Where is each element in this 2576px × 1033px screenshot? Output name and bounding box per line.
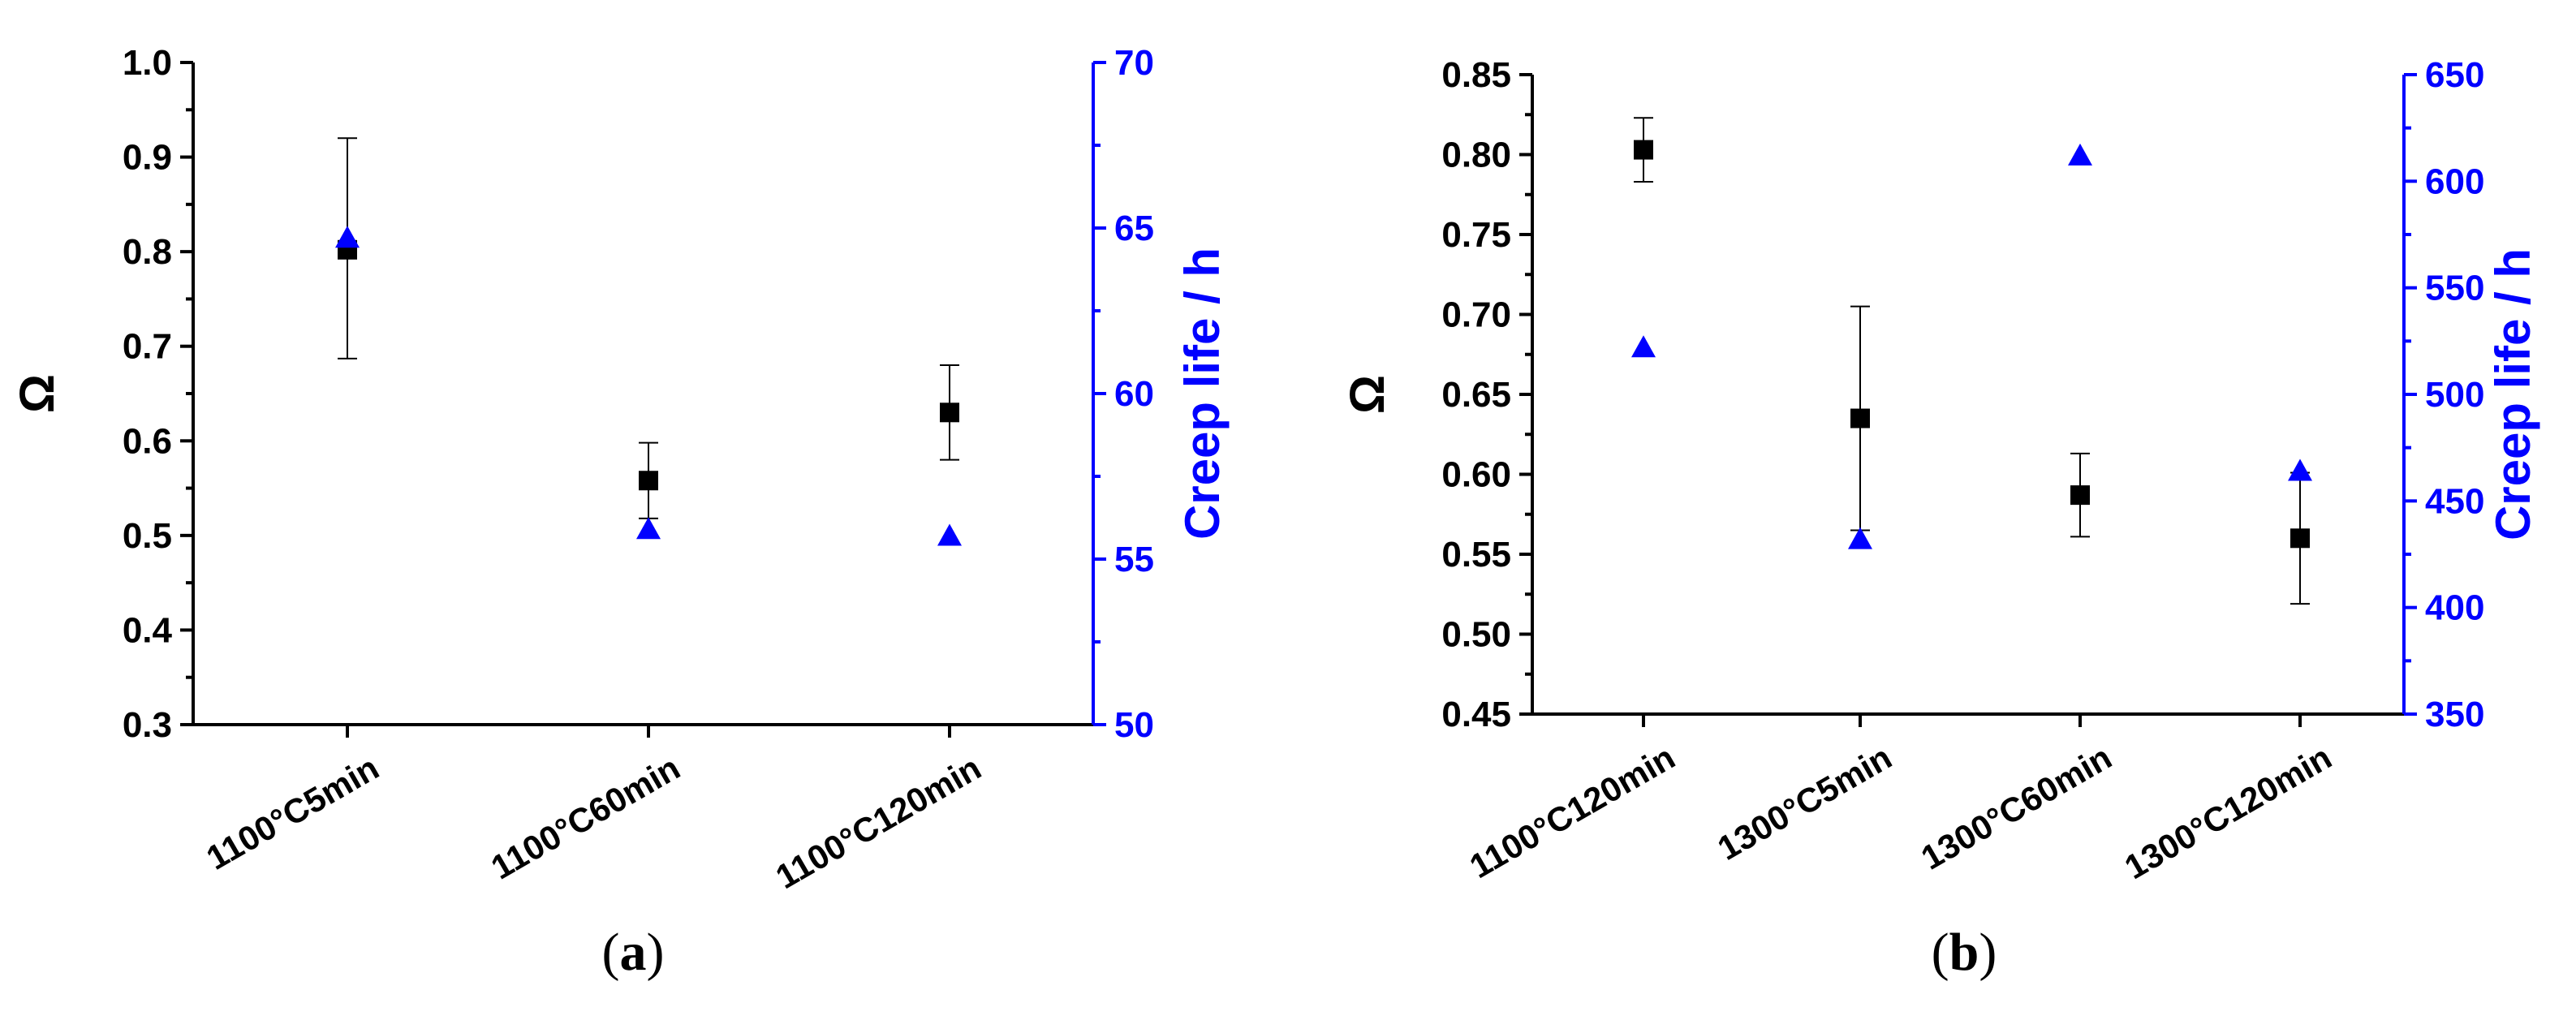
right-tick-label: 55 xyxy=(1114,540,1154,579)
omega-point xyxy=(639,471,658,491)
panel-a-chart: 0.3 0.4 0.5 0.6 0.7 0.8 0.9 1.0 1100°C5min 1100°C… xyxy=(10,43,1230,982)
right-axis-title: Creep life / h xyxy=(1175,247,1230,540)
omega-point xyxy=(2070,485,2090,506)
left-tick-label: 0.70 xyxy=(1441,295,1511,335)
caption-open-paren: ( xyxy=(602,923,620,982)
left-axis-title: Ω xyxy=(10,374,64,413)
left-tick-label: 0.8 xyxy=(123,232,172,272)
x-tick-label: 1300°C120min xyxy=(2118,738,2338,886)
creep-life-point xyxy=(1848,527,1872,549)
right-tick-label: 550 xyxy=(2425,269,2484,308)
omega-point xyxy=(1634,140,1653,160)
x-tick-label: 1300°C60min xyxy=(1915,738,2117,877)
omega-point xyxy=(2290,528,2310,549)
creep-life-point xyxy=(2068,143,2092,166)
caption-open-paren: ( xyxy=(1932,923,1949,982)
x-tick-label: 1100°C60min xyxy=(485,748,686,887)
creep-life-point xyxy=(335,226,360,248)
right-tick-label: 65 xyxy=(1114,209,1154,248)
omega-point xyxy=(1850,408,1870,428)
panel-caption: (b) xyxy=(1932,923,1997,982)
right-tick-label: 650 xyxy=(2425,55,2484,95)
left-tick-label: 0.4 xyxy=(123,610,173,650)
creep-life-point xyxy=(1631,335,1656,358)
left-tick-label: 0.7 xyxy=(123,327,172,367)
left-tick-label: 0.85 xyxy=(1441,55,1511,95)
x-tick-label: 1300°C5min xyxy=(1711,738,1898,867)
left-tick-label: 0.65 xyxy=(1441,375,1511,415)
caption-letter: a xyxy=(620,923,647,982)
left-tick-label: 0.60 xyxy=(1441,455,1511,495)
left-tick-label: 0.3 xyxy=(123,705,172,745)
left-axis-title: Ω xyxy=(1340,375,1394,414)
caption-close-paren: ) xyxy=(1979,923,1997,982)
left-tick-label: 0.9 xyxy=(123,138,172,178)
right-tick-label: 600 xyxy=(2425,161,2484,201)
right-tick-label: 400 xyxy=(2425,588,2484,628)
left-tick-label: 0.5 xyxy=(123,516,172,556)
panel-caption: (a) xyxy=(602,923,665,982)
left-tick-label: 0.6 xyxy=(123,421,172,461)
caption-letter: b xyxy=(1949,923,1979,982)
x-tick-label: 1100°C5min xyxy=(200,748,385,877)
right-tick-label: 60 xyxy=(1114,374,1154,414)
creep-life-point xyxy=(636,517,661,540)
x-tick-label: 1100°C120min xyxy=(769,748,988,896)
right-tick-label: 500 xyxy=(2425,375,2484,415)
right-tick-label: 50 xyxy=(1114,705,1154,745)
left-tick-label: 0.80 xyxy=(1441,136,1511,175)
left-tick-label: 0.45 xyxy=(1441,695,1511,734)
left-tick-label: 1.0 xyxy=(123,43,172,83)
right-tick-label: 450 xyxy=(2425,481,2484,521)
creep-life-point xyxy=(2288,458,2312,481)
right-tick-label: 70 xyxy=(1114,43,1154,83)
caption-close-paren: ) xyxy=(647,923,665,982)
omega-point xyxy=(940,402,959,423)
left-tick-label: 0.75 xyxy=(1441,215,1511,255)
left-tick-label: 0.50 xyxy=(1441,615,1511,655)
right-axis-title: Creep life / h xyxy=(2486,248,2540,540)
creep-life-point xyxy=(937,523,962,546)
panel-b-chart: 0.45 0.50 0.55 0.60 0.65 0.70 0.75 0.80 0.85 1100… xyxy=(1340,55,2540,982)
left-tick-label: 0.55 xyxy=(1441,535,1511,575)
x-tick-label: 1100°C120min xyxy=(1463,738,1682,885)
right-tick-label: 350 xyxy=(2425,695,2484,734)
